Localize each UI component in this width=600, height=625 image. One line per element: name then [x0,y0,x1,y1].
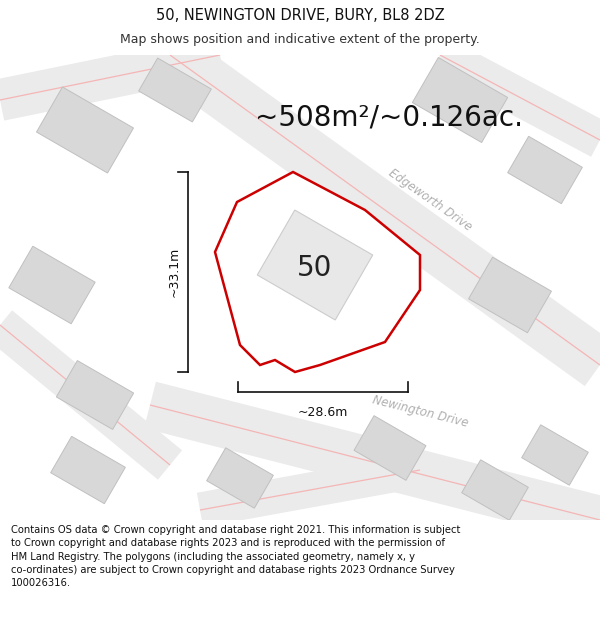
Text: Map shows position and indicative extent of the property.: Map shows position and indicative extent… [120,33,480,46]
Polygon shape [431,38,600,157]
Polygon shape [461,460,529,520]
Polygon shape [469,258,551,332]
Text: 50: 50 [298,254,332,282]
Text: Newington Drive: Newington Drive [371,394,469,430]
Polygon shape [50,436,125,504]
Polygon shape [56,361,134,429]
Text: ~28.6m: ~28.6m [298,406,348,419]
Polygon shape [206,448,274,508]
Polygon shape [257,210,373,320]
Polygon shape [9,246,95,324]
Text: Edgeworth Drive: Edgeworth Drive [386,166,474,234]
Polygon shape [412,58,508,142]
Text: 50, NEWINGTON DRIVE, BURY, BL8 2DZ: 50, NEWINGTON DRIVE, BURY, BL8 2DZ [155,8,445,23]
Polygon shape [215,172,420,372]
Polygon shape [0,34,224,121]
Polygon shape [37,87,134,173]
Text: ~508m²/~0.126ac.: ~508m²/~0.126ac. [255,104,523,132]
Polygon shape [521,425,589,485]
Text: Contains OS data © Crown copyright and database right 2021. This information is : Contains OS data © Crown copyright and d… [11,525,460,588]
Polygon shape [0,311,182,479]
Polygon shape [155,34,600,386]
Text: ~33.1m: ~33.1m [167,247,181,297]
Polygon shape [144,382,600,543]
Polygon shape [508,136,583,204]
Polygon shape [139,58,211,122]
Polygon shape [197,452,423,528]
Polygon shape [354,416,426,481]
